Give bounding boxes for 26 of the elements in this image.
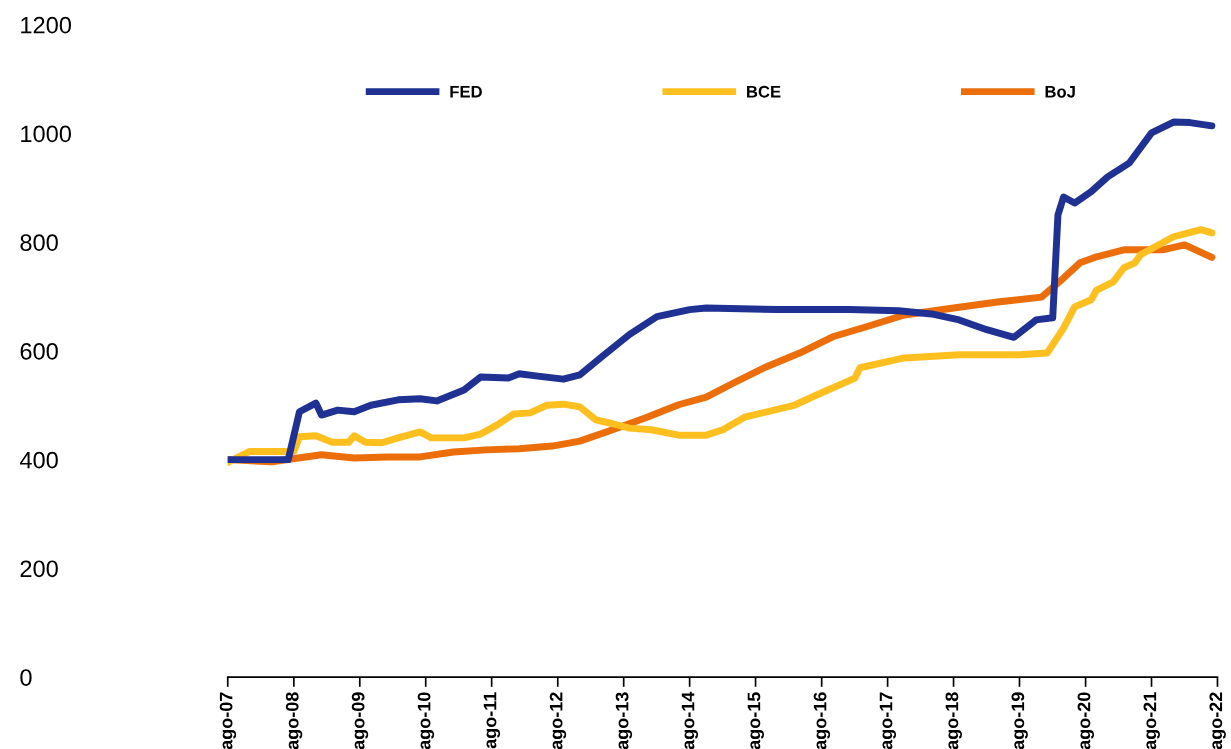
x-tick-label: ago-13: [615, 692, 633, 749]
x-tick-label: ago-09: [351, 692, 369, 749]
legend-label: FED: [450, 86, 482, 98]
y-tick-label: 200: [20, 560, 58, 578]
x-tick-label: ago-10: [417, 692, 435, 749]
y-tick-label: 600: [20, 342, 58, 360]
x-tick-label: ago-11: [483, 692, 501, 749]
x-tick-label: ago-19: [1011, 692, 1028, 749]
x-tick-label: ago-12: [549, 692, 567, 749]
y-tick-label: 800: [20, 234, 58, 251]
x-tick-label: ago-07: [219, 692, 237, 749]
x-tick-label: ago-17: [879, 692, 897, 749]
x-tick-label: ago-08: [285, 692, 303, 749]
legend-label: BCE: [747, 85, 781, 98]
x-tick-label: ago-14: [681, 691, 699, 749]
legend-label: BoJ: [1045, 86, 1075, 98]
x-tick-label: ago-22: [1209, 692, 1226, 749]
y-tick-label: 1000: [21, 125, 71, 143]
y-tick-label: 400: [19, 451, 58, 469]
x-tick-label: ago-16: [813, 692, 831, 749]
y-tick-label: 0: [20, 669, 32, 686]
x-tick-label: ago-15: [747, 692, 764, 749]
x-tick-label: ago-18: [945, 692, 962, 749]
y-tick-label: 1200: [21, 16, 71, 34]
x-tick-label: ago-20: [1077, 692, 1095, 749]
x-tick-label: ago-21: [1143, 692, 1160, 749]
